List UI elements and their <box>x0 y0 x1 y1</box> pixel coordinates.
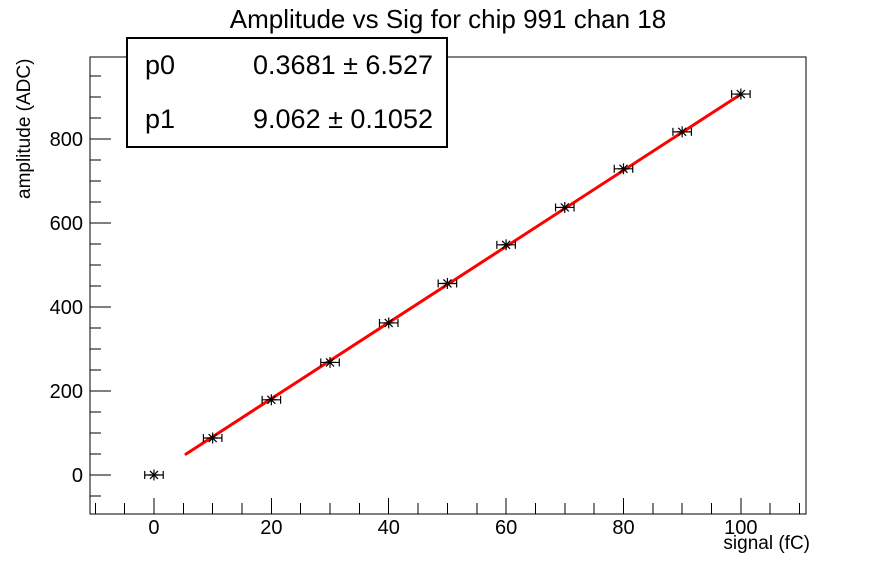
data-point-marker <box>672 126 693 138</box>
y-tick-label: 0 <box>72 465 83 487</box>
chart-title: Amplitude vs Sig for chip 991 chan 18 <box>229 4 667 34</box>
x-tick-label: 20 <box>260 517 282 539</box>
data-point-marker <box>261 394 282 406</box>
fit-param-value: 9.062 ± 0.1052 <box>253 103 433 134</box>
x-tick-label: 80 <box>612 517 634 539</box>
asterisk-diag2 <box>560 203 570 212</box>
asterisk-diag2 <box>149 470 159 480</box>
fit-param-row-p0: p0 0.3681 ± 6.527 <box>128 39 446 93</box>
asterisk-diag2 <box>208 433 218 443</box>
data-point-marker <box>731 88 751 100</box>
y-axis-ticks <box>90 75 111 497</box>
y-tick-label: 600 <box>50 213 83 235</box>
data-point-marker <box>320 356 340 368</box>
data-point-marker <box>496 239 516 251</box>
fit-param-name: p0 <box>145 50 176 81</box>
fit-param-name: p1 <box>145 103 176 134</box>
asterisk-diag2 <box>442 279 452 288</box>
asterisk-diag2 <box>384 318 394 328</box>
asterisk-diag2 <box>325 357 335 367</box>
fit-param-row-p1: p1 9.062 ± 0.1052 <box>128 93 446 147</box>
asterisk-diag2 <box>266 395 276 405</box>
fit-param-value: 0.3681 ± 6.527 <box>253 50 433 81</box>
y-tick-label: 200 <box>50 381 83 403</box>
y-tick-label: 800 <box>50 129 83 151</box>
asterisk-diag2 <box>677 127 687 137</box>
x-axis-ticks <box>94 498 801 514</box>
y-axis-title: amplitude (ADC) <box>14 58 35 199</box>
x-tick-label: 100 <box>724 517 757 539</box>
asterisk-diag2 <box>736 89 746 99</box>
data-points <box>144 88 751 481</box>
x-tick-label: 0 <box>148 517 159 539</box>
x-tick-label: 40 <box>378 517 400 539</box>
data-point-marker <box>613 163 634 175</box>
fit-stats-box: p0 0.3681 ± 6.527 p1 9.062 ± 0.1052 <box>126 37 448 148</box>
y-tick-label: 400 <box>50 297 83 319</box>
data-point-marker <box>437 277 458 289</box>
data-point-marker <box>202 432 223 444</box>
fit-line <box>184 92 743 456</box>
x-axis-title: signal (fC) <box>723 533 810 554</box>
data-point-marker <box>378 317 399 329</box>
asterisk-diag2 <box>619 164 628 174</box>
data-point-marker <box>554 201 575 213</box>
data-point-marker <box>144 469 164 481</box>
asterisk-diag2 <box>501 240 511 250</box>
x-tick-label: 60 <box>495 517 517 539</box>
